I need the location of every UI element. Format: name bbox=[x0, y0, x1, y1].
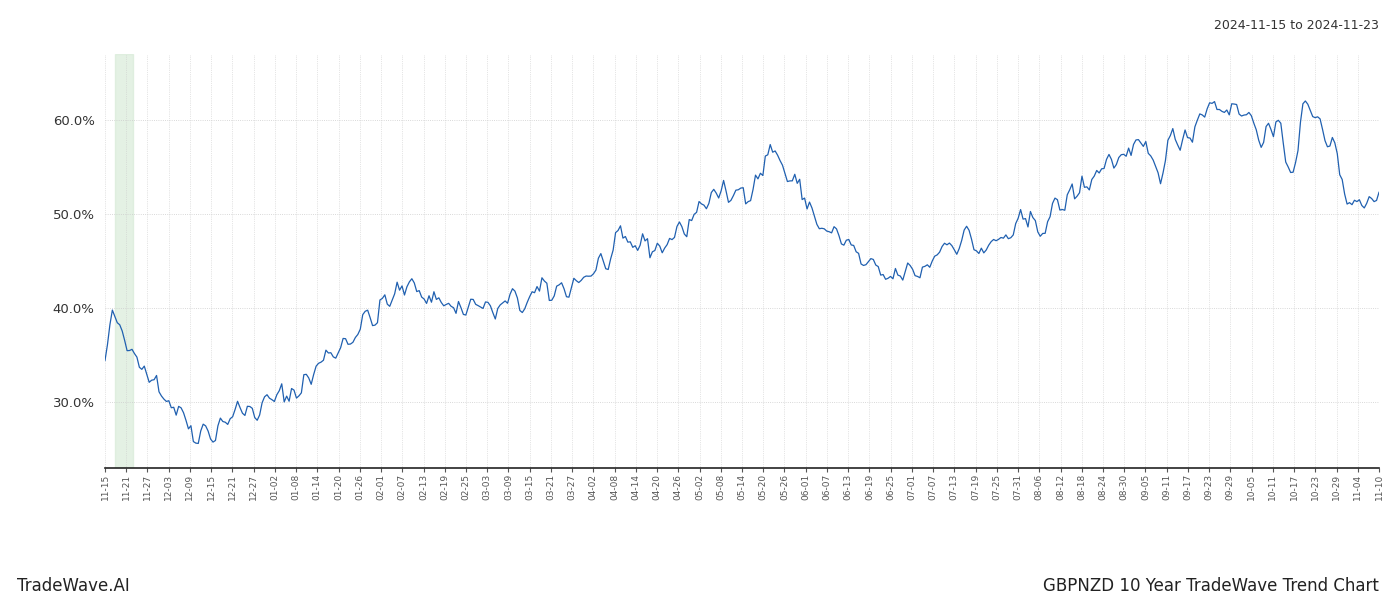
Text: TradeWave.AI: TradeWave.AI bbox=[17, 577, 130, 595]
Text: 2024-11-15 to 2024-11-23: 2024-11-15 to 2024-11-23 bbox=[1214, 19, 1379, 32]
Text: GBPNZD 10 Year TradeWave Trend Chart: GBPNZD 10 Year TradeWave Trend Chart bbox=[1043, 577, 1379, 595]
Bar bbox=[115, 54, 133, 468]
